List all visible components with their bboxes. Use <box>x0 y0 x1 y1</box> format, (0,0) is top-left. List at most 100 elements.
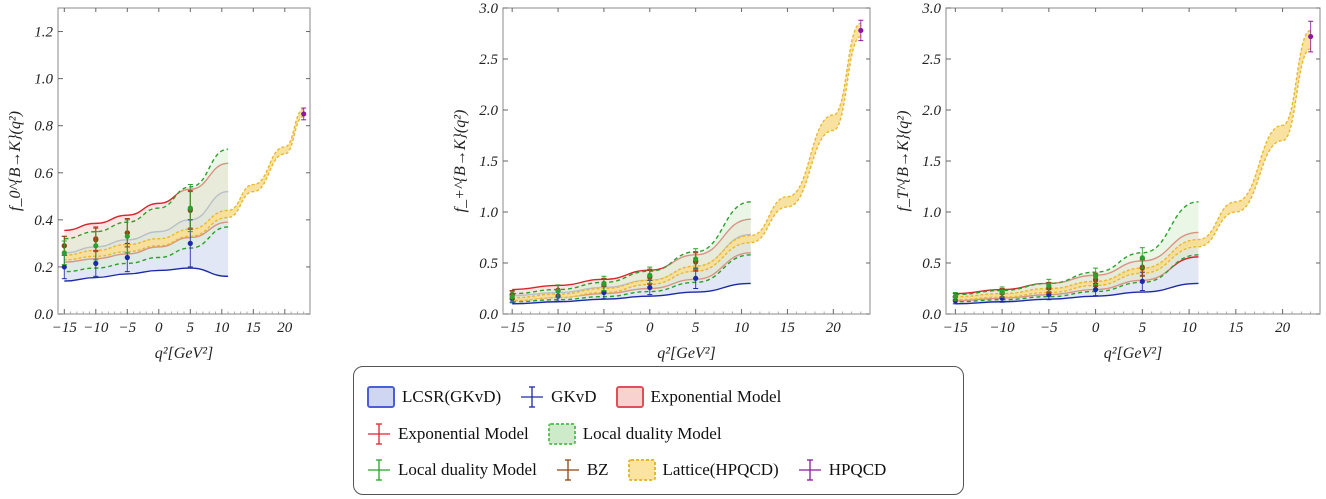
band-edge-lattice-hpqcd <box>512 35 862 302</box>
y-tick-label: 1.0 <box>922 205 941 221</box>
point-local-duality-model <box>999 289 1005 295</box>
y-tick-label: 2.0 <box>922 103 941 119</box>
point-local-duality-model <box>555 288 561 294</box>
x-tick-label: 5 <box>187 320 195 336</box>
point-local-duality-model <box>187 205 193 211</box>
x-tick-label: 5 <box>1139 320 1147 336</box>
y-tick-label: 0.8 <box>34 119 53 135</box>
point-gkvd <box>61 264 67 270</box>
y-tick-label: 0.5 <box>479 256 498 272</box>
x-tick-label: 15 <box>1228 320 1244 336</box>
band-edge-local-duality-model <box>64 148 229 240</box>
band-edge-local-duality-model <box>955 201 1199 296</box>
band-edge-local-duality-model <box>512 254 751 303</box>
x-tick-label: 10 <box>214 320 230 336</box>
legend-band-swatch <box>547 423 576 445</box>
x-tick-label: 0 <box>1092 320 1100 336</box>
x-tick-label: −15 <box>943 320 969 336</box>
band-edge-lattice-hpqcd <box>512 22 862 299</box>
y-axis-label: f_+^{B→K}(q²) <box>452 110 469 213</box>
y-tick-label: 3.0 <box>921 1 941 17</box>
legend-item-exponential-model: Exponential Model <box>366 421 529 447</box>
band-lcsr-gkvd <box>512 234 751 304</box>
x-axis-label: q²[GeV²] <box>155 345 213 362</box>
point-gkvd <box>1139 278 1145 284</box>
band-local-duality-model <box>955 201 1199 302</box>
legend-item-bz: BZ <box>555 457 609 483</box>
point-gkvd <box>693 275 699 281</box>
y-tick-label: 2.0 <box>479 103 498 119</box>
point-local-duality-model <box>601 280 607 286</box>
x-tick-label: 15 <box>246 320 262 336</box>
y-tick-label: 1.2 <box>34 25 53 41</box>
legend-label: HPQCD <box>828 460 887 479</box>
x-axis-label: q²[GeV²] <box>1104 345 1162 362</box>
point-local-duality-model <box>124 233 130 239</box>
legend-item-lattice-hpqcd: Lattice(HPQCD) <box>627 458 779 482</box>
band-edge-lattice-hpqcd <box>64 108 304 256</box>
legend-label: Lattice(HPQCD) <box>662 460 779 479</box>
band-edge-lcsr-gkvd <box>955 282 1199 305</box>
x-tick-label: −15 <box>52 320 78 336</box>
point-local-duality-model <box>1046 282 1052 289</box>
y-tick-label: 0.5 <box>922 256 941 272</box>
x-tick-label: −5 <box>118 320 136 336</box>
band-local-duality-model <box>512 201 751 302</box>
y-tick-label: 2.5 <box>479 52 498 68</box>
plot-area <box>509 19 864 305</box>
y-axis-label: f_T^{B→K}(q²) <box>895 111 912 212</box>
point-hpqcd <box>1308 33 1314 40</box>
legend-label: GKvD <box>551 387 597 406</box>
x-axis-label: q²[GeV²] <box>657 345 715 362</box>
x-tick-label: −10 <box>990 320 1016 336</box>
y-tick-label: 1.5 <box>922 154 941 170</box>
legend-item-local-duality-model: Local duality Model <box>547 422 722 446</box>
legend-item-exponential-model: Exponential Model <box>615 385 782 409</box>
legend-errorbar-swatch <box>368 423 390 445</box>
band-lcsr-gkvd <box>955 242 1199 304</box>
x-tick-label: 20 <box>277 320 293 336</box>
x-tick-label: −5 <box>1040 320 1058 336</box>
legend-band-swatch <box>627 459 656 481</box>
legend-label: Exponential Model <box>650 387 782 406</box>
y-tick-label: 2.5 <box>922 52 941 68</box>
y-tick-label: 0.4 <box>34 213 53 229</box>
band-edge-local-duality-model <box>64 226 229 273</box>
legend-item-lcsr-gkvd: LCSR(GKvD) <box>366 385 501 409</box>
band-edge-lcsr-gkvd <box>64 267 229 282</box>
legend-errorbar-swatch <box>798 459 821 481</box>
point-local-duality-model <box>952 294 958 300</box>
point-local-duality-model <box>1093 273 1099 279</box>
y-axis-label: f_0^{B→K}(q²) <box>7 111 24 211</box>
x-tick-label: 5 <box>692 320 700 336</box>
band-lattice-hpqcd <box>64 109 304 260</box>
x-tick-label: 0 <box>155 320 163 336</box>
point-local-duality-model <box>693 256 699 262</box>
point-local-duality-model <box>61 250 67 256</box>
band-edge-lcsr-gkvd <box>512 282 751 305</box>
x-tick-label: −10 <box>83 320 109 336</box>
panel-fplus: −15 −10 −5 0 5 10 15 20 0.0 0.5 1.0 1.5 2.0 2.5 3.0 q²[… <box>452 1 871 362</box>
point-gkvd <box>187 240 193 246</box>
legend-item-gkvd: GKvD <box>519 384 597 410</box>
point-gkvd <box>124 254 130 261</box>
point-local-duality-model <box>509 294 515 300</box>
legend-row: LCSR(GKvD) GKvD Exponential Model <box>354 382 787 412</box>
x-tick-label: 20 <box>826 320 842 336</box>
y-tick-label: 1.5 <box>479 154 498 170</box>
point-gkvd <box>93 260 99 266</box>
y-tick-label: 0.2 <box>34 260 53 276</box>
plot-area <box>952 20 1314 305</box>
point-gkvd <box>647 284 653 291</box>
legend-label: LCSR(GKvD) <box>402 387 502 406</box>
x-tick-label: 10 <box>1182 320 1198 336</box>
figure: −15 −10 −5 0 5 10 15 20 0.0 0.2 0.4 0.6 0.8 1.0 1.2 q²[… <box>7 1 1321 362</box>
band-edge-lattice-hpqcd <box>955 29 1311 298</box>
x-tick-label: 10 <box>734 320 750 336</box>
legend-label: Local duality Model <box>398 460 537 479</box>
y-tick-label: 0.0 <box>34 307 53 323</box>
plot-area <box>61 107 307 282</box>
legend-item-local-duality-model: Local duality Model <box>366 457 537 483</box>
band-edge-local-duality-model <box>512 201 751 295</box>
panel-f0: −15 −10 −5 0 5 10 15 20 0.0 0.2 0.4 0.6 0.8 1.0 1.2 q²[… <box>7 7 311 362</box>
